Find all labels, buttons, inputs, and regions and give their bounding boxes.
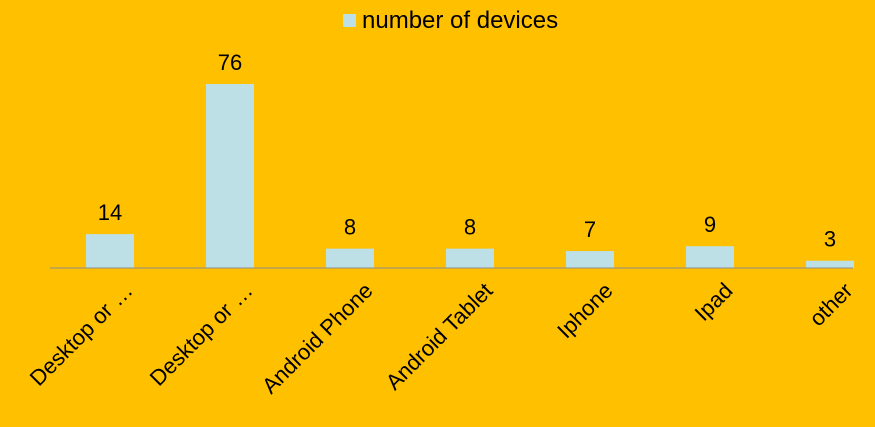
category-label-3: Android Tablet (381, 278, 498, 395)
value-labels-group: 14 76 8 8 7 9 3 (98, 50, 836, 252)
category-label-5: Ipad (690, 278, 738, 326)
data-label-0: 14 (98, 200, 122, 225)
data-label-1: 76 (218, 50, 242, 75)
data-label-2: 8 (344, 215, 356, 240)
legend-label: number of devices (362, 7, 558, 34)
legend-swatch (343, 14, 356, 27)
bar-2 (326, 248, 374, 268)
category-label-1: Desktop or … (145, 278, 258, 391)
category-labels-group: Desktop or … Desktop or … Android Phone And… (25, 278, 858, 399)
legend: number of devices (343, 7, 558, 34)
data-label-5: 9 (704, 212, 716, 237)
data-label-6: 3 (824, 227, 836, 252)
bars-group (86, 84, 854, 268)
data-label-4: 7 (584, 217, 596, 242)
bar-5 (686, 246, 734, 268)
category-label-6: other (804, 278, 857, 331)
bar-4 (566, 251, 614, 268)
bar-6 (806, 260, 854, 268)
category-label-4: Iphone (552, 278, 617, 343)
bar-0 (86, 234, 134, 268)
data-label-3: 8 (464, 215, 476, 240)
bar-1 (206, 84, 254, 268)
category-label-0: Desktop or … (25, 278, 138, 391)
bar-3 (446, 248, 494, 268)
category-label-2: Android Phone (257, 278, 378, 399)
